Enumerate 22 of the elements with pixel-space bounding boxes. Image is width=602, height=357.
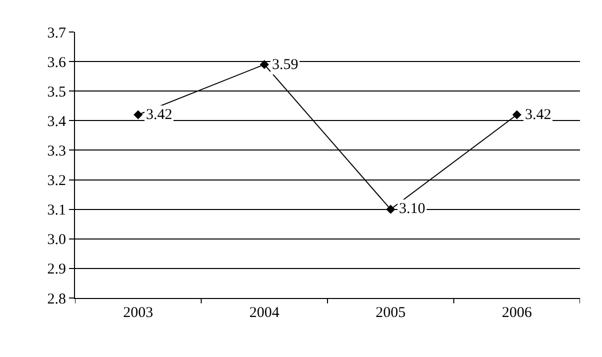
data-label: 3.59 bbox=[272, 57, 298, 73]
point bbox=[260, 60, 269, 70]
y-tick-label: 3.7 bbox=[47, 25, 66, 42]
point bbox=[512, 110, 522, 120]
y-tick-label: 3.0 bbox=[47, 232, 66, 248]
y-tick-label: 3.1 bbox=[47, 202, 66, 219]
x-tick-label: 2005 bbox=[376, 305, 406, 321]
x-tick-label: 2004 bbox=[249, 305, 280, 321]
y-tick-label: 3.3 bbox=[47, 143, 66, 160]
x-tick-label: 2003 bbox=[123, 305, 154, 321]
y-tick-label: 3.2 bbox=[47, 173, 66, 190]
data-label: 3.10 bbox=[399, 201, 426, 217]
y-tick-label: 3.4 bbox=[47, 114, 66, 130]
y-tick-label: 2.9 bbox=[47, 262, 66, 278]
x-tick-label: 2006 bbox=[502, 305, 532, 321]
data-label: 3.42 bbox=[146, 107, 172, 123]
point bbox=[386, 204, 396, 214]
y-tick-label: 3.6 bbox=[47, 54, 66, 71]
point bbox=[134, 110, 143, 120]
y-tick-label: 3.5 bbox=[47, 84, 66, 100]
data-label: 3.42 bbox=[525, 107, 552, 123]
y-tick-label: 2.8 bbox=[47, 291, 66, 308]
